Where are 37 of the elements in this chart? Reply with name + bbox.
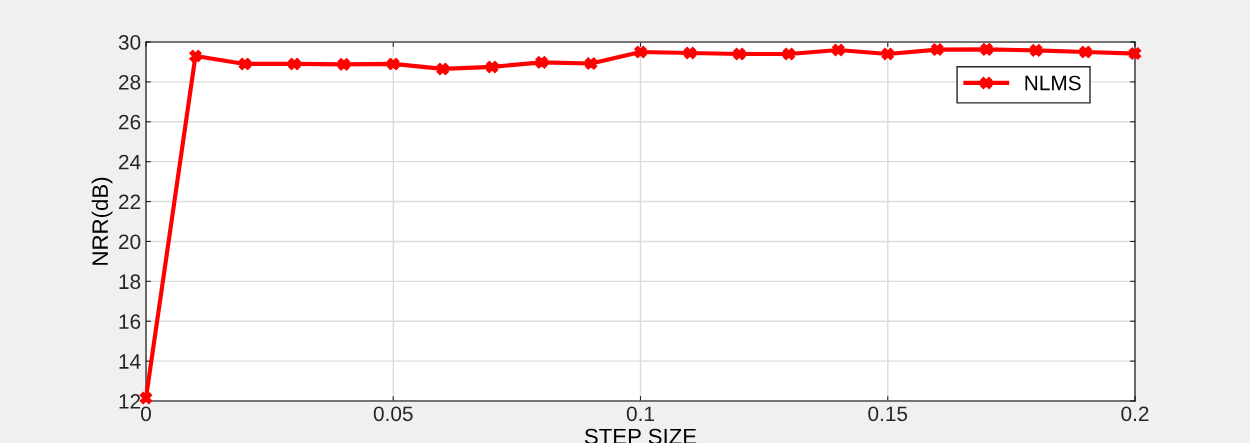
point	[832, 43, 845, 57]
point	[436, 62, 449, 76]
point	[189, 49, 202, 63]
legend-label: NLMS	[1025, 75, 1081, 91]
y-tick-label: 30	[118, 35, 141, 50]
point	[683, 46, 697, 60]
point	[980, 43, 993, 56]
point	[930, 43, 944, 56]
point	[881, 47, 895, 61]
y-tick-label: 26	[119, 114, 141, 130]
point	[1029, 44, 1043, 57]
y-tick-label: 16	[119, 314, 141, 329]
y-tick-label: 20	[119, 234, 141, 250]
point	[733, 47, 746, 61]
point	[634, 45, 647, 59]
y-axis-title: NRR(dB)	[91, 177, 113, 265]
point	[782, 47, 796, 61]
y-tick-label: 22	[119, 194, 141, 210]
x-tick-label: 0.15	[868, 406, 908, 422]
point	[1128, 47, 1142, 60]
y-tick-label: 18	[119, 274, 141, 290]
x-tick-label: 0.2	[1121, 406, 1149, 422]
x-tick-label: 0.05	[373, 406, 413, 422]
y-tick-label: 12	[119, 394, 141, 409]
point	[238, 57, 252, 71]
point	[288, 57, 301, 71]
point	[485, 60, 499, 74]
point	[584, 57, 598, 70]
point	[1079, 45, 1092, 59]
point	[386, 57, 400, 71]
point	[337, 58, 351, 71]
y-tick-label: 14	[119, 354, 141, 369]
x-tick-label: 0.1	[626, 406, 654, 422]
point	[535, 56, 548, 69]
x-tick-label: 0	[141, 406, 151, 422]
y-tick-label: 28	[119, 74, 141, 90]
y-tick-label: 24	[119, 154, 141, 170]
